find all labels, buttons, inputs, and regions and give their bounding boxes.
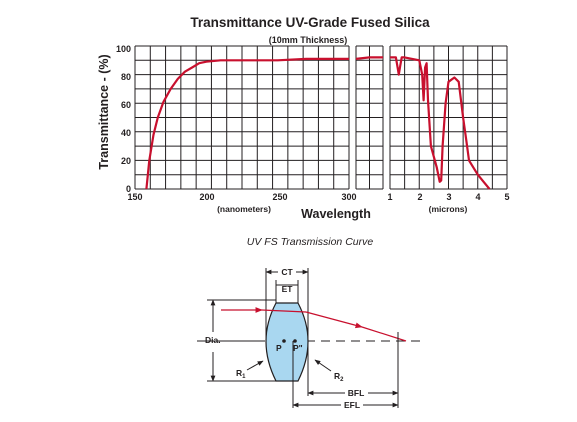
x-unit-microns: (microns) (429, 204, 468, 214)
x-axis-label: Wavelength (301, 207, 371, 221)
y-tick-label: 80 (121, 72, 131, 82)
principal-point-label: P (276, 343, 282, 353)
y-tick-label: 60 (121, 100, 131, 110)
efl-label: EFL (344, 400, 360, 410)
lens-body (265, 302, 309, 382)
figure-caption: UV FS Transmission Curve (247, 236, 374, 248)
ct-label: CT (281, 267, 293, 277)
y-tick-label: 40 (121, 128, 131, 138)
x-tick-label: 150 (127, 192, 142, 202)
light-ray-refracted (305, 311, 363, 329)
r1-pointer (246, 360, 264, 371)
lens-diagram: CT ET Dia. P P" R1 R2 (197, 267, 420, 410)
light-ray-refracted-end (361, 326, 407, 342)
x-tick-label: 200 (199, 192, 214, 202)
r2-label: R2 (334, 371, 344, 383)
x-tick-label: 5 (504, 192, 509, 202)
light-ray-in-lens (261, 309, 307, 313)
transmission-curve-visible (355, 56, 383, 60)
dia-label: Dia. (205, 335, 221, 345)
x-tick-label: 4 (475, 192, 480, 202)
r1-label: R1 (236, 368, 246, 380)
x-tick-label: 300 (341, 192, 356, 202)
r2-letter: R (334, 371, 340, 381)
principal-point-secondary (293, 339, 297, 343)
x-tick-label: 3 (446, 192, 451, 202)
transmission-curve-ir (390, 56, 491, 190)
x-unit-nanometers: (nanometers) (217, 204, 271, 214)
y-tick-label: 100 (116, 44, 131, 54)
r1-letter: R (236, 368, 242, 378)
panel-microns-grid (389, 45, 508, 190)
bfl-label: BFL (348, 388, 365, 398)
r2-pointer (314, 359, 332, 372)
x-tick-label: 2 (417, 192, 422, 202)
r1-subscript: 1 (242, 374, 246, 380)
x-tick-label: 1 (387, 192, 392, 202)
principal-point (282, 339, 286, 343)
panel-extension-grid (355, 45, 384, 190)
y-tick-label: 0 (126, 184, 131, 194)
y-tick-label: 20 (121, 156, 131, 166)
chart-title: Transmittance UV-Grade Fused Silica (190, 15, 430, 30)
x-tick-label: 250 (272, 192, 287, 202)
panel-nanometers-grid (134, 45, 350, 190)
transmission-curve-uv (145, 57, 349, 190)
principal-point-secondary-label: P" (293, 343, 303, 353)
et-label: ET (282, 284, 294, 294)
chart-subtitle: (10mm Thickness) (269, 35, 348, 45)
y-axis-label: Transmittance - (%) (97, 54, 111, 169)
r2-subscript: 2 (340, 377, 344, 383)
